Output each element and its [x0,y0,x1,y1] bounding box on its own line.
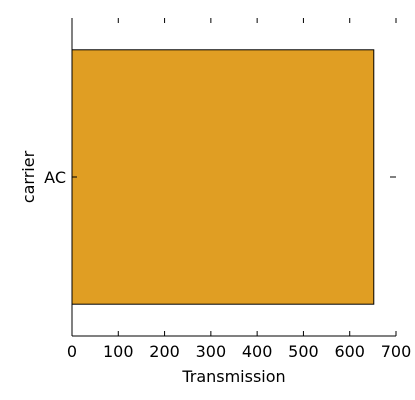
x-tick-label: 700 [381,342,412,361]
y-tick-label: AC [44,168,66,187]
bar-ac [71,49,375,305]
y-ticks-group: AC [44,168,396,187]
x-tick-label: 600 [334,342,365,361]
x-tick-label: 300 [196,342,227,361]
x-tick-label: 500 [288,342,319,361]
x-tick-label: 100 [103,342,134,361]
y-axis-label: carrier [19,150,38,203]
x-tick-label: 400 [242,342,273,361]
x-ticks-group: 0 100 200 300 400 500 600 700 [67,18,411,361]
x-tick-label: 0 [67,342,77,361]
x-tick-label: 200 [149,342,180,361]
bars-group [71,49,375,305]
x-axis-label: Transmission [181,367,285,386]
